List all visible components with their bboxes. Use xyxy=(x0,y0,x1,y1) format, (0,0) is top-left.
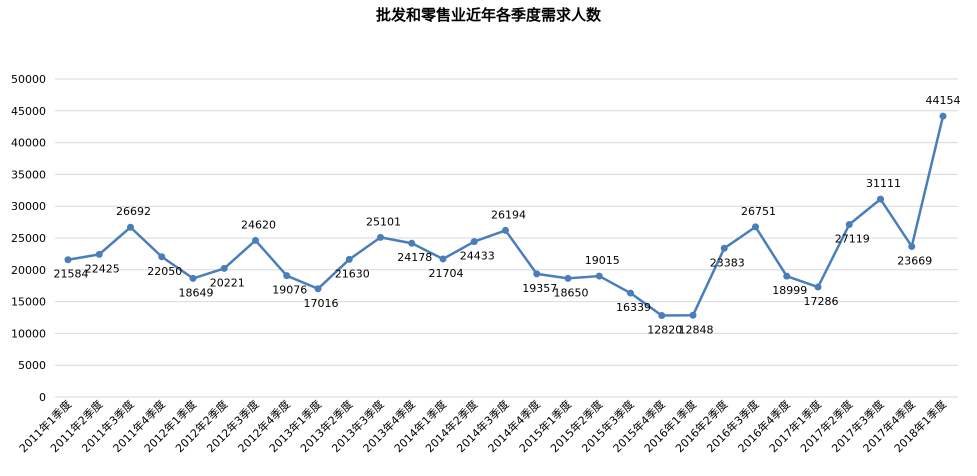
data-label: 44154 xyxy=(926,94,961,107)
data-label: 26751 xyxy=(741,205,776,218)
data-label: 19015 xyxy=(585,254,620,267)
data-point xyxy=(470,238,478,246)
data-label: 31111 xyxy=(866,177,901,190)
data-label: 25101 xyxy=(366,215,401,228)
data-point xyxy=(752,223,759,231)
data-point xyxy=(783,272,791,280)
data-label: 22425 xyxy=(85,262,120,275)
data-point xyxy=(877,195,884,203)
data-label: 18649 xyxy=(179,286,214,299)
data-label: 24620 xyxy=(241,218,276,231)
y-tick-label: 35000 xyxy=(11,168,46,181)
data-label: 17286 xyxy=(804,295,839,308)
data-point xyxy=(908,242,916,250)
data-label: 18650 xyxy=(554,286,589,299)
y-tick-label: 20000 xyxy=(11,264,46,277)
data-point xyxy=(377,233,384,241)
y-tick-label: 30000 xyxy=(11,200,46,213)
data-point xyxy=(252,236,259,244)
data-label: 23669 xyxy=(897,254,932,267)
data-point xyxy=(533,270,541,278)
data-label: 19357 xyxy=(522,282,557,295)
data-point xyxy=(939,112,947,120)
data-point xyxy=(564,274,572,282)
data-point xyxy=(95,250,103,258)
y-tick-label: 0 xyxy=(39,391,46,404)
data-label: 16339 xyxy=(616,301,651,314)
y-tick-label: 15000 xyxy=(11,296,46,309)
y-tick-label: 10000 xyxy=(11,327,46,340)
data-label: 18999 xyxy=(772,284,807,297)
data-point xyxy=(283,272,291,280)
y-tick-label: 25000 xyxy=(11,232,46,245)
data-label: 21704 xyxy=(429,267,464,280)
data-label: 12820 xyxy=(647,323,682,336)
data-label: 26692 xyxy=(116,205,151,218)
data-label: 19076 xyxy=(272,284,307,297)
data-point xyxy=(314,285,322,293)
data-label: 26194 xyxy=(491,208,526,221)
data-point xyxy=(689,311,697,319)
data-label: 24178 xyxy=(397,251,432,264)
data-point xyxy=(158,253,166,261)
data-point xyxy=(595,272,603,280)
data-point xyxy=(127,223,134,231)
data-point xyxy=(658,311,666,319)
data-point xyxy=(502,226,509,234)
data-point xyxy=(439,255,447,263)
data-label: 22050 xyxy=(147,265,182,278)
y-tick-label: 40000 xyxy=(11,137,46,150)
data-point xyxy=(627,289,634,297)
data-point xyxy=(345,255,353,263)
data-label: 27119 xyxy=(835,233,870,246)
data-point xyxy=(189,274,197,282)
data-label: 24433 xyxy=(460,250,495,263)
data-label: 23383 xyxy=(710,256,745,269)
data-label: 12848 xyxy=(679,323,714,336)
data-label: 20221 xyxy=(210,276,245,289)
data-label: 21630 xyxy=(335,267,370,280)
data-point xyxy=(220,264,228,272)
y-tick-label: 45000 xyxy=(11,105,46,118)
data-label: 17016 xyxy=(304,297,339,310)
data-point xyxy=(64,256,72,264)
chart-title: 批发和零售业近年各季度需求人数 xyxy=(375,6,601,24)
data-point xyxy=(814,283,822,291)
data-point xyxy=(845,221,853,229)
data-point xyxy=(408,239,416,247)
data-point xyxy=(720,244,728,252)
y-tick-label: 50000 xyxy=(11,73,46,86)
data-label: 21584 xyxy=(54,268,89,281)
y-tick-label: 5000 xyxy=(18,359,46,372)
